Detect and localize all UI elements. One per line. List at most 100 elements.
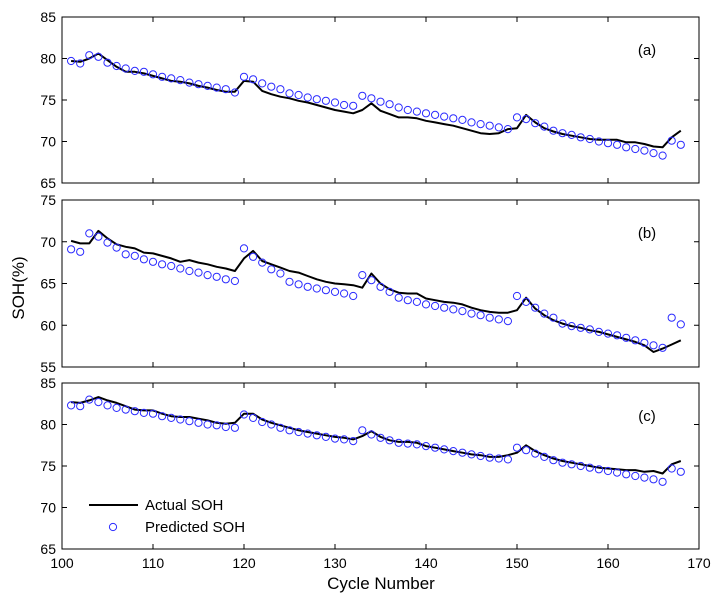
predicted-soh-point-a xyxy=(267,82,276,91)
predicted-soh-point-a xyxy=(421,109,431,118)
predicted-soh-point-a xyxy=(585,134,594,144)
predicted-soh-point-c xyxy=(431,443,440,452)
predicted-soh-point-a xyxy=(676,140,685,149)
predicted-soh-point-a xyxy=(440,112,449,121)
predicted-soh-point-c xyxy=(412,440,421,449)
predicted-soh-point-c xyxy=(385,436,394,445)
predicted-soh-point-b xyxy=(394,293,403,302)
predicted-soh-point-c xyxy=(540,452,549,461)
predicted-soh-point-c xyxy=(203,420,212,429)
predicted-soh-point-a xyxy=(312,95,321,104)
predicted-soh-point-a xyxy=(258,79,267,88)
predicted-soh-point-c xyxy=(176,415,185,424)
predicted-soh-point-a xyxy=(449,114,458,123)
predicted-soh-point-b xyxy=(658,343,667,352)
predicted-soh-point-c xyxy=(67,401,76,410)
legend-actual-label: Actual SOH xyxy=(145,497,223,514)
predicted-soh-point-b xyxy=(203,271,212,280)
y-tick-label: 75 xyxy=(40,92,56,108)
predicted-soh-point-a xyxy=(94,52,103,61)
panel-label-b: (b) xyxy=(638,225,656,242)
predicted-soh-point-a xyxy=(230,88,239,97)
predicted-soh-point-a xyxy=(349,101,358,110)
predicted-soh-point-c xyxy=(285,426,294,435)
x-tick-label: 120 xyxy=(232,555,256,571)
predicted-soh-point-a xyxy=(403,105,412,115)
predicted-soh-point-c xyxy=(603,466,613,476)
predicted-soh-point-b xyxy=(294,280,303,289)
predicted-soh-point-a xyxy=(203,81,212,91)
predicted-soh-point-c xyxy=(94,398,103,407)
predicted-soh-point-c xyxy=(249,413,258,422)
predicted-soh-point-b xyxy=(212,272,221,281)
predicted-soh-point-a xyxy=(540,122,549,131)
predicted-soh-point-c xyxy=(340,435,349,444)
predicted-soh-point-a xyxy=(603,139,613,148)
predicted-soh-point-a xyxy=(376,97,385,106)
predicted-soh-point-c xyxy=(76,402,85,411)
predicted-soh-point-a xyxy=(221,85,230,94)
predicted-soh-point-b xyxy=(449,305,458,314)
predicted-soh-point-c xyxy=(121,405,130,414)
y-tick-label: 65 xyxy=(40,276,56,292)
predicted-soh-point-a xyxy=(549,126,558,135)
predicted-soh-point-c xyxy=(667,464,676,473)
predicted-soh-point-b xyxy=(76,247,85,256)
predicted-soh-point-c xyxy=(194,418,203,427)
y-tick-label: 85 xyxy=(40,9,56,25)
predicted-soh-point-a xyxy=(640,146,649,155)
predicted-soh-point-c xyxy=(622,470,631,479)
predicted-soh-point-b xyxy=(303,282,312,291)
predicted-soh-point-b xyxy=(431,301,440,311)
predicted-soh-point-c xyxy=(85,395,94,404)
y-tick-label: 80 xyxy=(40,417,56,433)
legend-predicted-swatch xyxy=(108,522,118,532)
predicted-soh-point-b xyxy=(549,313,558,322)
predicted-soh-point-a xyxy=(594,137,604,146)
predicted-soh-point-a xyxy=(667,136,676,145)
predicted-soh-point-b xyxy=(485,313,494,322)
predicted-soh-point-c xyxy=(458,448,467,457)
predicted-soh-point-b xyxy=(267,265,276,274)
y-tick-label: 70 xyxy=(40,234,56,250)
x-tick-label: 100 xyxy=(50,555,74,571)
predicted-soh-point-c xyxy=(494,454,503,463)
predicted-soh-point-b xyxy=(376,282,385,291)
predicted-soh-point-b xyxy=(603,329,613,338)
predicted-soh-point-c xyxy=(567,460,576,469)
predicted-soh-point-b xyxy=(176,264,185,273)
predicted-soh-point-a xyxy=(367,94,376,103)
predicted-soh-point-b xyxy=(239,244,249,253)
legend-predicted-label: Predicted SOH xyxy=(145,519,245,536)
predicted-soh-point-c xyxy=(531,449,540,458)
predicted-soh-point-a xyxy=(467,118,476,127)
predicted-soh-point-b xyxy=(340,289,349,298)
predicted-soh-point-a xyxy=(531,119,540,128)
predicted-soh-point-c xyxy=(649,475,658,484)
predicted-soh-point-b xyxy=(622,333,631,342)
y-tick-label: 55 xyxy=(40,359,56,375)
predicted-soh-point-b xyxy=(421,300,431,309)
predicted-soh-point-a xyxy=(412,107,421,116)
legend: Actual SOH Predicted SOH xyxy=(89,497,245,536)
predicted-soh-point-c xyxy=(613,468,622,477)
predicted-soh-point-b xyxy=(285,277,294,286)
predicted-soh-point-b xyxy=(576,323,585,332)
predicted-soh-point-a xyxy=(103,58,112,67)
predicted-soh-point-a xyxy=(294,90,303,100)
predicted-soh-point-b xyxy=(476,311,485,320)
predicted-soh-point-c xyxy=(376,433,385,442)
predicted-soh-point-b xyxy=(676,320,685,329)
predicted-soh-point-a xyxy=(194,80,203,89)
predicted-soh-point-c xyxy=(367,430,376,439)
predicted-soh-point-b xyxy=(458,307,467,316)
predicted-soh-point-b xyxy=(558,319,567,328)
predicted-soh-point-a xyxy=(522,115,531,124)
predicted-soh-point-c xyxy=(349,437,358,446)
predicted-soh-point-a xyxy=(494,123,503,132)
predicted-soh-point-a xyxy=(358,91,367,100)
predicted-soh-point-a xyxy=(139,67,148,76)
predicted-soh-point-b xyxy=(512,291,522,301)
predicted-soh-point-b xyxy=(540,309,549,318)
predicted-soh-point-b xyxy=(185,266,194,276)
